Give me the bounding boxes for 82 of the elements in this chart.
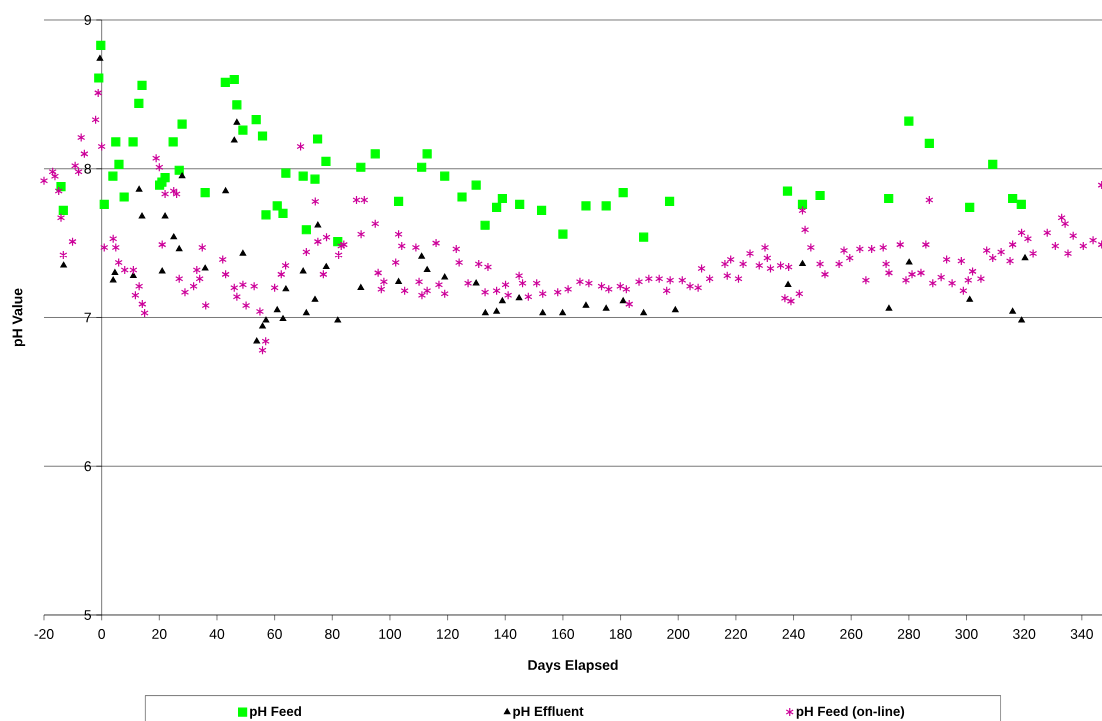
x-tick-label: 220: [724, 629, 748, 639]
point: [395, 278, 402, 284]
point: [253, 337, 261, 344]
point: [273, 306, 281, 313]
legend-label: pH Effluent: [513, 706, 584, 719]
y-tick-label: 7: [84, 312, 91, 323]
x-tick-label: 280: [897, 629, 920, 639]
y-axis-title: pH Value: [12, 288, 26, 347]
point: [279, 315, 287, 322]
point: [109, 276, 117, 283]
x-tick-label: 60: [267, 629, 282, 639]
point: [640, 309, 647, 316]
x-tick-label: 340: [1070, 629, 1093, 639]
point: [499, 297, 506, 304]
x-tick-label: 0: [98, 629, 105, 639]
point: [334, 316, 342, 323]
point: [111, 269, 119, 276]
x-tick-label: 160: [552, 629, 575, 639]
point: [60, 261, 67, 268]
point: [311, 295, 319, 302]
point: [357, 284, 365, 290]
point: [135, 185, 143, 192]
point: [493, 307, 500, 314]
point: [423, 266, 431, 273]
point: [259, 322, 266, 329]
point: [672, 306, 679, 313]
point: [299, 267, 307, 274]
point: [515, 294, 523, 301]
point: [262, 316, 270, 323]
point: [282, 285, 290, 292]
point: [602, 304, 610, 311]
point: [138, 212, 146, 219]
point: [303, 309, 310, 316]
point: [96, 55, 104, 61]
y-tick-label: 6: [84, 461, 91, 472]
point: [418, 252, 425, 259]
y-tick-label: 9: [84, 15, 91, 25]
y-tick-label: 5: [84, 610, 92, 620]
point: [784, 281, 792, 287]
point: [322, 263, 330, 270]
point: [161, 212, 169, 219]
point: [539, 309, 546, 316]
y-tick-label: 8: [84, 163, 91, 174]
point: [170, 233, 177, 240]
point: [314, 221, 322, 228]
point: [482, 309, 489, 316]
point: [905, 258, 913, 265]
x-tick-label: 100: [379, 629, 402, 639]
point: [1009, 307, 1016, 314]
point: [201, 264, 209, 271]
point: [1021, 254, 1029, 261]
point: [222, 187, 229, 194]
x-tick-label: 80: [325, 629, 340, 639]
x-tick-label: -20: [34, 629, 54, 639]
point: [619, 297, 627, 304]
point: [472, 279, 480, 286]
x-tick-label: 200: [667, 629, 690, 639]
point: [239, 249, 247, 256]
point: [175, 245, 183, 252]
point: [559, 309, 566, 316]
point: [1018, 316, 1025, 323]
point: [799, 260, 806, 267]
x-tick-label: 20: [152, 629, 167, 639]
x-tick-label: 240: [782, 629, 805, 639]
legend-label: pH Feed: [250, 706, 301, 719]
x-tick-label: 120: [436, 629, 459, 639]
point: [231, 136, 238, 143]
x-tick-label: 300: [955, 629, 978, 639]
x-tick-label: 40: [209, 629, 225, 639]
point: [158, 267, 166, 274]
point: [441, 273, 448, 280]
x-tick-label: 260: [840, 629, 863, 639]
x-tick-label: 320: [1013, 629, 1036, 639]
x-axis-title: Days Elapsed: [528, 659, 618, 673]
point: [582, 301, 590, 308]
point: [233, 118, 241, 125]
point: [885, 304, 893, 311]
x-tick-label: 180: [609, 629, 632, 639]
point: [130, 272, 137, 278]
legend-label: pH Feed (on-line): [796, 706, 905, 719]
x-tick-label: 140: [494, 629, 517, 639]
point: [966, 295, 973, 302]
